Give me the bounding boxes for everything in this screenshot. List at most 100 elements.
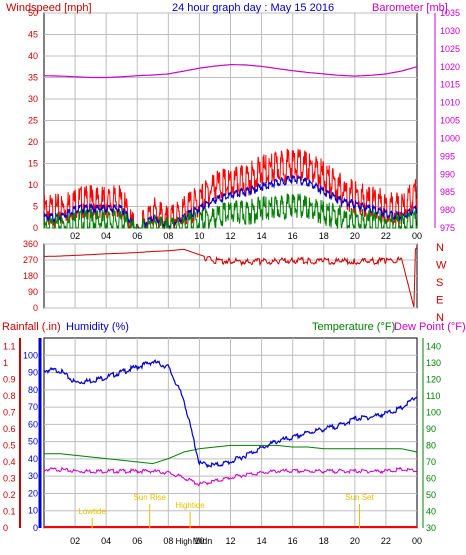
humidity-tick-0: 0 — [33, 523, 38, 533]
temp-tick-30: 30 — [426, 523, 436, 533]
wind-speed-line — [43, 192, 418, 230]
xtick-bottom-08: 08 — [163, 536, 173, 546]
dir-tick-180: 180 — [23, 271, 38, 281]
temperature-line — [44, 444, 418, 465]
xtick-bottom-06: 06 — [132, 536, 142, 546]
xtick-top-14: 14 — [257, 231, 267, 241]
humidity-tick-20: 20 — [28, 488, 38, 498]
xtick-top-22: 22 — [381, 231, 391, 241]
baro-tick-1030: 1030 — [440, 26, 460, 36]
xtick-top-16: 16 — [288, 231, 298, 241]
xtick-bottom-18: 18 — [319, 536, 329, 546]
baro-tick-1010: 1010 — [440, 98, 460, 108]
dir-tick-360: 360 — [23, 239, 38, 249]
chart-marks — [43, 63, 418, 528]
humidity-tick-60: 60 — [28, 419, 38, 429]
humidity-line — [43, 359, 418, 469]
wind-tick-40: 40 — [28, 51, 38, 61]
rain-tick-11: 1.1 — [3, 341, 16, 351]
temp-tick-80: 80 — [426, 440, 436, 450]
annotation-3: Sun Set — [345, 493, 374, 502]
wind-avg-line — [43, 174, 418, 230]
wind-tick-30: 30 — [28, 94, 38, 104]
rain-tick-7: 0.7 — [3, 407, 16, 417]
xtick-bottom-12: 12 — [225, 536, 235, 546]
xtick-top-06: 06 — [132, 231, 142, 241]
temp-tick-130: 130 — [426, 358, 441, 368]
xtick-top-10: 10 — [194, 231, 204, 241]
high-label: High — [176, 537, 192, 546]
dir-label-2: S — [436, 277, 443, 289]
dir-label-4: N — [436, 312, 444, 324]
barometer-axis-label: Barometer [mb] — [372, 2, 448, 14]
humidity-tick-50: 50 — [28, 437, 38, 447]
temp-tick-70: 70 — [426, 457, 436, 467]
humidity-tick-80: 80 — [28, 385, 38, 395]
xtick-bottom-16: 16 — [288, 536, 298, 546]
wind-tick-25: 25 — [28, 116, 38, 126]
dewpoint-axis-label: Dew Point (°F) — [394, 321, 466, 333]
xtick-top-04: 04 — [101, 231, 111, 241]
humidity-axis-label: Humidity (%) — [66, 321, 129, 333]
rain-tick-9: 0.9 — [3, 374, 16, 384]
windspeed-axis-label: Windspeed [mph] — [6, 2, 92, 14]
rainfall-axis-label: Rainfall (.in) — [2, 321, 61, 333]
xtick-bottom-20: 20 — [350, 536, 360, 546]
wind-tick-0: 0 — [33, 223, 38, 233]
humidity-tick-90: 90 — [28, 368, 38, 378]
rain-tick-8: 0.8 — [3, 391, 16, 401]
baro-tick-980: 980 — [440, 205, 455, 215]
xtick-top-12: 12 — [225, 231, 235, 241]
baro-tick-1015: 1015 — [440, 80, 460, 90]
wind-gust-line — [43, 148, 418, 230]
wind-tick-35: 35 — [28, 73, 38, 83]
xtick-top-02: 02 — [70, 231, 80, 241]
temp-tick-60: 60 — [426, 473, 436, 483]
humidity-tick-30: 30 — [28, 471, 38, 481]
xtick-bottom-02: 02 — [70, 536, 80, 546]
rain-tick-3: 0.3 — [3, 473, 16, 483]
dir-label-1: W — [436, 260, 447, 272]
rain-tick-1: 0.1 — [3, 506, 16, 516]
temp-tick-40: 40 — [426, 506, 436, 516]
baro-tick-975: 975 — [440, 223, 455, 233]
temperature-axis-label: Temperature (°F) — [312, 321, 395, 333]
temp-tick-110: 110 — [426, 391, 440, 401]
xtick-bottom-00: 00 — [412, 536, 422, 546]
xtick-top-20: 20 — [350, 231, 360, 241]
temp-tick-50: 50 — [426, 490, 436, 500]
baro-tick-995: 995 — [440, 151, 455, 161]
baro-tick-1000: 1000 — [440, 133, 460, 143]
humidity-tick-100: 100 — [23, 350, 38, 360]
temp-tick-90: 90 — [426, 424, 436, 434]
baro-tick-990: 990 — [440, 169, 455, 179]
xtick-top-08: 08 — [163, 231, 173, 241]
xtick-bottom-10: 10 — [194, 536, 204, 546]
xtick-bottom-14: 14 — [257, 536, 267, 546]
xtick-bottom-04: 04 — [101, 536, 111, 546]
wind-tick-50: 50 — [28, 8, 38, 18]
humidity-tick-10: 10 — [28, 506, 38, 516]
rain-tick-0: 0 — [3, 523, 8, 533]
humidity-tick-40: 40 — [28, 454, 38, 464]
barometer-line — [43, 63, 418, 79]
baro-tick-1025: 1025 — [440, 44, 460, 54]
wind-tick-20: 20 — [28, 137, 38, 147]
baro-tick-1020: 1020 — [440, 62, 460, 72]
rain-tick-2: 0.2 — [3, 490, 16, 500]
annotation-2: Hightide — [175, 501, 205, 510]
xtick-top-18: 18 — [319, 231, 329, 241]
xtick-top-00: 00 — [412, 231, 422, 241]
dir-label-0: N — [436, 242, 444, 254]
chart-title: 24 hour graph day : May 15 2016 — [172, 2, 334, 14]
dir-tick-0: 0 — [33, 303, 38, 313]
wind-tick-10: 10 — [28, 180, 38, 190]
dir-label-3: E — [436, 295, 443, 307]
rain-tick-10: 1 — [3, 358, 8, 368]
dir-tick-90: 90 — [28, 287, 38, 297]
dewpoint-line — [43, 466, 418, 487]
rain-tick-6: 0.6 — [3, 424, 16, 434]
xtick-bottom-22: 22 — [381, 536, 391, 546]
